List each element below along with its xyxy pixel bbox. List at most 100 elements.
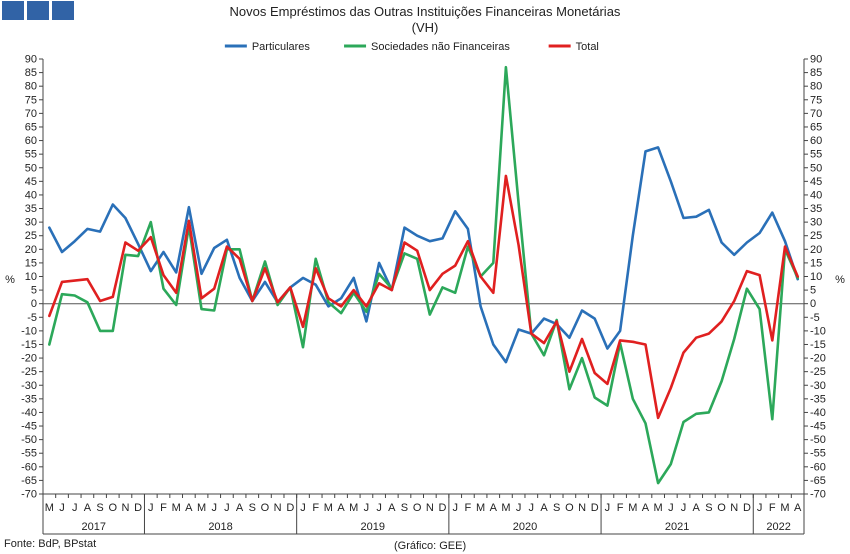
x-tick-label-year: 2022 [766, 521, 790, 533]
y-tick-label-right: 90 [810, 54, 822, 66]
y-tick-label-right: 45 [810, 176, 822, 188]
x-tick-label-month: O [261, 502, 270, 514]
x-tick-label-month: J [148, 502, 154, 514]
logo-square-2 [27, 1, 49, 20]
y-tick-label-right: -50 [810, 434, 826, 446]
y-tick-label-right: 10 [810, 271, 822, 283]
y-tick-label-left: 85 [25, 67, 37, 79]
y-tick-label-right: 40 [810, 189, 822, 201]
x-tick-label-month: D [134, 502, 142, 514]
y-tick-label-right: -55 [810, 448, 826, 460]
x-tick-label-month: A [236, 502, 244, 514]
x-tick-label-month: O [565, 502, 574, 514]
x-tick-label-year: 2020 [513, 521, 537, 533]
y-tick-label-right: 65 [810, 121, 822, 133]
y-tick-label-left: -15 [21, 339, 37, 351]
x-tick-label-month: O [717, 502, 726, 514]
chart-credit: (Gráfico: GEE) [394, 540, 467, 552]
x-tick-label-month: J [452, 502, 458, 514]
y-tick-label-right: 0 [810, 298, 816, 310]
x-tick-label-month: A [388, 502, 396, 514]
y-tick-label-right: -45 [810, 421, 826, 433]
y-tick-label-right: -70 [810, 489, 826, 501]
y-tick-label-left: -60 [21, 461, 37, 473]
x-tick-label-month: F [312, 502, 319, 514]
y-tick-label-left: 65 [25, 121, 37, 133]
y-tick-label-right: 35 [810, 203, 822, 215]
x-tick-label-month: J [211, 502, 217, 514]
x-tick-label-month: N [730, 502, 738, 514]
x-tick-label-year: 2021 [665, 521, 689, 533]
x-tick-label-month: A [337, 502, 345, 514]
y-tick-label-left: -10 [21, 325, 37, 337]
x-tick-label-month: M [780, 502, 789, 514]
y-tick-label-left: -55 [21, 448, 37, 460]
y-tick-label-left: 90 [25, 54, 37, 66]
x-tick-label-month: O [413, 502, 422, 514]
legend-label: Total [576, 41, 599, 53]
x-tick-label-month: F [617, 502, 624, 514]
y-tick-label-left: -40 [21, 407, 37, 419]
y-tick-label-left: 40 [25, 189, 37, 201]
y-tick-label-right: 50 [810, 162, 822, 174]
x-tick-label-month: A [693, 502, 701, 514]
x-tick-label-month: M [324, 502, 333, 514]
x-tick-label-month: D [286, 502, 294, 514]
logo-square-3 [52, 1, 74, 20]
x-tick-label-month: A [642, 502, 650, 514]
x-tick-label-month: D [743, 502, 751, 514]
chart-title: Novos Empréstimos das Outras Instituiçõe… [230, 4, 621, 19]
y-tick-label-right: 30 [810, 217, 822, 229]
x-tick-label-month: J [364, 502, 370, 514]
x-tick-label-month: D [591, 502, 599, 514]
y-tick-label-left: 0 [31, 298, 37, 310]
series-group [47, 65, 800, 485]
x-tick-label-month: J [300, 502, 306, 514]
y-tick-label-left: 60 [25, 135, 37, 147]
y-tick-label-right: 60 [810, 135, 822, 147]
source-note: Fonte: BdP, BPstat [4, 538, 97, 550]
y-tick-label-left: -30 [21, 380, 37, 392]
y-tick-label-right: -30 [810, 380, 826, 392]
series-line-sociedades-n-o-financeiras [47, 65, 800, 485]
y-tick-label-right: 75 [810, 94, 822, 106]
y-tick-label-left: 35 [25, 203, 37, 215]
x-tick-label-month: S [96, 502, 103, 514]
y-axis-label-right: % [835, 274, 845, 286]
x-tick-label-year: 2017 [81, 521, 105, 533]
y-axis-label-left: % [5, 274, 15, 286]
y-tick-label-left: -5 [27, 312, 37, 324]
y-tick-label-right: -25 [810, 366, 826, 378]
x-tick-label-month: N [274, 502, 282, 514]
series-line-total [47, 174, 800, 420]
x-tick-label-month: D [439, 502, 447, 514]
legend-label: Particulares [252, 41, 311, 53]
x-tick-label-month: F [769, 502, 776, 514]
y-tick-label-right: 5 [810, 285, 816, 297]
legend: Particulares Sociedades não Financeiras To… [224, 41, 599, 53]
series-line-particulares [47, 146, 800, 364]
x-tick-label-month: M [45, 502, 54, 514]
x-tick-label-month: A [84, 502, 92, 514]
x-tick-label-month: O [108, 502, 117, 514]
y-tick-label-left: -25 [21, 366, 37, 378]
y-tick-label-right: -40 [810, 407, 826, 419]
y-tick-label-right: -35 [810, 393, 826, 405]
x-tick-label-year: 2019 [361, 521, 385, 533]
y-tick-label-right: -60 [810, 461, 826, 473]
x-tick-label-month: M [476, 502, 485, 514]
x-tick-label-month: F [160, 502, 167, 514]
y-tick-label-left: 10 [25, 271, 37, 283]
x-tick-label-month: M [197, 502, 206, 514]
x-tick-label-month: N [578, 502, 586, 514]
x-tick-label-month: M [172, 502, 181, 514]
y-tick-label-right: 20 [810, 244, 822, 256]
y-tick-label-right: -15 [810, 339, 826, 351]
x-tick-label-month: J [59, 502, 65, 514]
y-tick-label-left: 50 [25, 162, 37, 174]
x-tick-label-month: S [249, 502, 256, 514]
x-tick-label-month: J [224, 502, 230, 514]
y-tick-label-left: 25 [25, 230, 37, 242]
x-tick-label-month: J [605, 502, 611, 514]
